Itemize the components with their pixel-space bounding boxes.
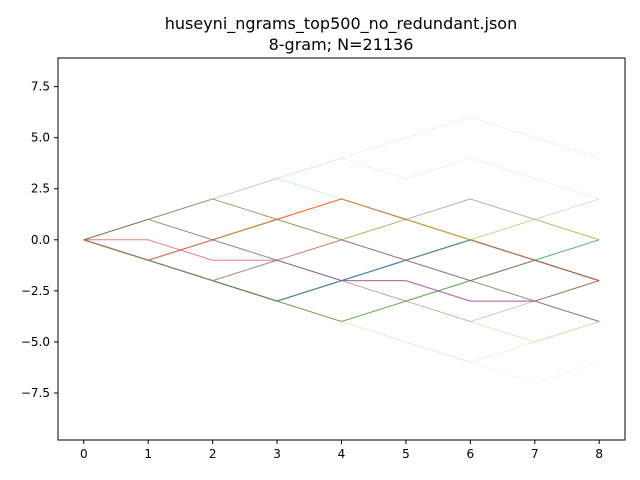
series-line-14 bbox=[83, 218, 600, 302]
series-line-18 bbox=[83, 239, 600, 322]
y-tick-label: 5.0 bbox=[31, 131, 50, 145]
x-tick-label: 3 bbox=[273, 447, 281, 461]
y-tick-label: 2.5 bbox=[31, 182, 50, 196]
series-layer bbox=[83, 116, 600, 384]
x-tick-label: 7 bbox=[531, 447, 539, 461]
series-line-2 bbox=[83, 198, 600, 282]
series-line-25 bbox=[83, 218, 600, 282]
series-line-12 bbox=[83, 239, 600, 322]
series-line-20 bbox=[83, 198, 600, 282]
x-tick-label: 4 bbox=[338, 447, 346, 461]
y-tick-label: 7.5 bbox=[31, 80, 50, 94]
series-line-4 bbox=[83, 239, 600, 302]
series-line-22 bbox=[83, 239, 600, 282]
y-tick-label: −5.0 bbox=[21, 335, 50, 349]
chart-subtitle: 8-gram; N=21136 bbox=[269, 35, 414, 54]
series-line-29 bbox=[83, 239, 600, 343]
tick-layer: 0 1 2 3 4 5 6 7 8 −7.5 −5.0 −2.5 0.0 2.5 5.0 7.5 bbox=[21, 80, 603, 461]
x-tick-label: 2 bbox=[209, 447, 217, 461]
series-line-27 bbox=[83, 218, 600, 302]
series-line-11 bbox=[83, 157, 600, 241]
series-line-16 bbox=[83, 198, 600, 241]
series-line-19 bbox=[83, 239, 600, 302]
y-tick-label: 0.0 bbox=[31, 233, 50, 247]
series-line-1 bbox=[83, 239, 600, 302]
x-tick-label: 6 bbox=[467, 447, 475, 461]
chart-title: huseyni_ngrams_top500_no_redundant.json bbox=[165, 14, 517, 34]
series-line-8 bbox=[83, 218, 600, 282]
series-line-15 bbox=[83, 239, 600, 322]
series-line-28 bbox=[83, 218, 600, 343]
x-tick-label: 5 bbox=[402, 447, 410, 461]
series-line-26 bbox=[83, 178, 600, 241]
series-line-17 bbox=[83, 218, 600, 282]
series-line-23 bbox=[83, 239, 600, 302]
x-tick-label: 0 bbox=[80, 447, 88, 461]
y-tick-label: −7.5 bbox=[21, 386, 50, 400]
series-line-13 bbox=[83, 239, 600, 322]
series-line-24 bbox=[83, 239, 600, 322]
series-line-30 bbox=[83, 178, 600, 241]
series-line-7 bbox=[83, 198, 600, 261]
series-line-10 bbox=[83, 116, 600, 241]
x-tick-label: 8 bbox=[595, 447, 603, 461]
series-line-21 bbox=[83, 239, 600, 384]
x-tick-label: 1 bbox=[144, 447, 152, 461]
plot-frame bbox=[57, 57, 626, 441]
series-line-9 bbox=[83, 239, 600, 363]
y-tick-label: −2.5 bbox=[21, 284, 50, 298]
